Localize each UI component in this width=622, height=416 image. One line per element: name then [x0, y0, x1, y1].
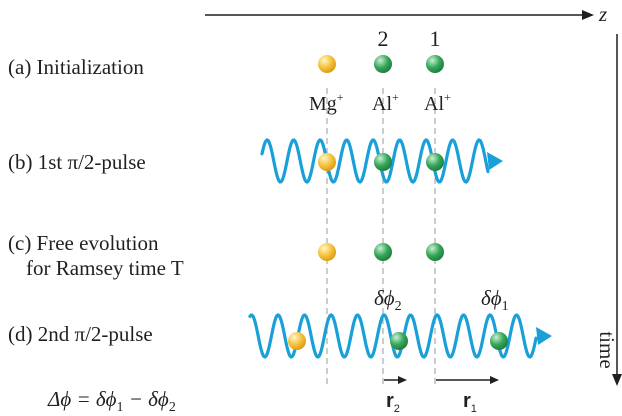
mg-ion-label: Mg+ [309, 90, 344, 115]
step-a-label: (a) Initialization [8, 55, 144, 79]
mg-ion [318, 243, 336, 261]
ion-species-labels: Mg+ Al+ Al+ [309, 90, 451, 115]
first-pulse-arrowhead [487, 152, 503, 170]
row-c-ions [318, 243, 444, 261]
step-b-label: (b) 1st π/2-pulse [8, 150, 146, 174]
al-ion-1 [426, 243, 444, 261]
al-ion-1 [426, 153, 444, 171]
al-ion-1 [490, 332, 508, 350]
ion-index-1: 1 [430, 26, 441, 51]
time-axis: time [595, 34, 622, 386]
al-ion-2 [390, 332, 408, 350]
z-axis: z [205, 2, 607, 26]
step-c-label-line1: (c) Free evolution [8, 231, 159, 255]
r2-vector: r2 [384, 376, 407, 415]
step-c-label-line2: for Ramsey time T [26, 256, 184, 280]
r1-vector: r1 [436, 376, 499, 415]
z-axis-label: z [598, 2, 607, 26]
phase-difference-formula: Δϕ = δϕ1 − δϕ2 [47, 387, 176, 415]
al2-ion-label: Al+ [372, 90, 399, 115]
step-d-label: (d) 2nd π/2-pulse [8, 322, 153, 346]
first-pulse-wave [260, 138, 490, 184]
mg-ion [318, 55, 336, 73]
al-ion-2 [374, 243, 392, 261]
mg-ion [288, 332, 306, 350]
second-pulse-arrowhead [536, 327, 552, 345]
mg-ion [318, 153, 336, 171]
al1-ion-label: Al+ [424, 90, 451, 115]
row-b [260, 138, 503, 184]
al-ion-2 [374, 153, 392, 171]
row-d [248, 313, 552, 359]
dphi2-label: δϕ2 [374, 286, 402, 314]
r2-label: r2 [386, 390, 400, 415]
al-ion-2 [374, 55, 392, 73]
r1-label: r1 [463, 390, 477, 415]
row-a-ions [318, 55, 444, 73]
dphi1-label: δϕ1 [481, 286, 509, 314]
ion-index-2: 2 [378, 26, 389, 51]
time-axis-label: time [595, 331, 619, 368]
al-ion-1 [426, 55, 444, 73]
